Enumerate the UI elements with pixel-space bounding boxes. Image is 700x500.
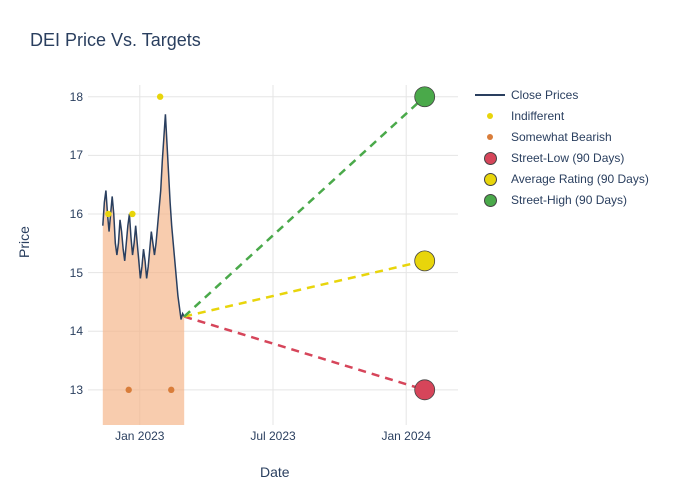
legend-label: Street-High (90 Days) xyxy=(511,193,627,207)
y-axis-label: Price xyxy=(16,226,32,258)
legend-item: Indifferent xyxy=(475,106,649,126)
dot-icon xyxy=(484,152,497,165)
legend-item: Somewhat Bearish xyxy=(475,127,649,147)
y-tick: 18 xyxy=(58,90,83,104)
projection-marker-high xyxy=(415,87,435,107)
projection-high xyxy=(184,97,425,317)
legend-label: Indifferent xyxy=(511,109,564,123)
legend-label: Close Prices xyxy=(511,88,578,102)
plot-area: 131415161718 Jan 2023Jul 2023Jan 2024 xyxy=(88,85,458,425)
legend-item: Close Prices xyxy=(475,85,649,105)
legend-item: Average Rating (90 Days) xyxy=(475,169,649,189)
x-tick: Jan 2023 xyxy=(115,429,164,443)
chart-container: DEI Price Vs. Targets Price Date 1314151… xyxy=(0,0,700,500)
legend: Close Prices Indifferent Somewhat Bearish S… xyxy=(475,85,649,211)
projection-low xyxy=(184,317,425,390)
y-tick: 13 xyxy=(58,383,83,397)
projection-avg xyxy=(184,261,425,317)
legend-label: Somewhat Bearish xyxy=(511,130,612,144)
dot-icon xyxy=(487,134,493,140)
y-tick: 16 xyxy=(58,207,83,221)
legend-item: Street-High (90 Days) xyxy=(475,190,649,210)
y-tick: 15 xyxy=(58,266,83,280)
legend-swatch xyxy=(475,151,505,165)
dot-icon xyxy=(484,173,497,186)
indifferent-point xyxy=(157,94,163,100)
legend-label: Average Rating (90 Days) xyxy=(511,172,649,186)
projection-marker-low xyxy=(415,380,435,400)
chart-title: DEI Price Vs. Targets xyxy=(30,30,201,51)
indifferent-point xyxy=(129,211,135,217)
dot-icon xyxy=(484,194,497,207)
y-tick: 14 xyxy=(58,324,83,338)
bearish-point xyxy=(126,387,132,393)
line-icon xyxy=(475,94,505,96)
legend-label: Street-Low (90 Days) xyxy=(511,151,624,165)
projection-marker-avg xyxy=(415,251,435,271)
legend-swatch xyxy=(475,172,505,186)
dot-icon xyxy=(487,113,493,119)
y-tick: 17 xyxy=(58,148,83,162)
bearish-point xyxy=(168,387,174,393)
x-tick: Jul 2023 xyxy=(250,429,295,443)
x-tick: Jan 2024 xyxy=(381,429,430,443)
x-axis-label: Date xyxy=(260,464,290,480)
price-area xyxy=(103,114,184,425)
legend-swatch xyxy=(475,88,505,102)
legend-swatch xyxy=(475,130,505,144)
legend-swatch xyxy=(475,109,505,123)
legend-swatch xyxy=(475,193,505,207)
legend-item: Street-Low (90 Days) xyxy=(475,148,649,168)
indifferent-point xyxy=(105,211,111,217)
plot-svg xyxy=(88,85,458,425)
